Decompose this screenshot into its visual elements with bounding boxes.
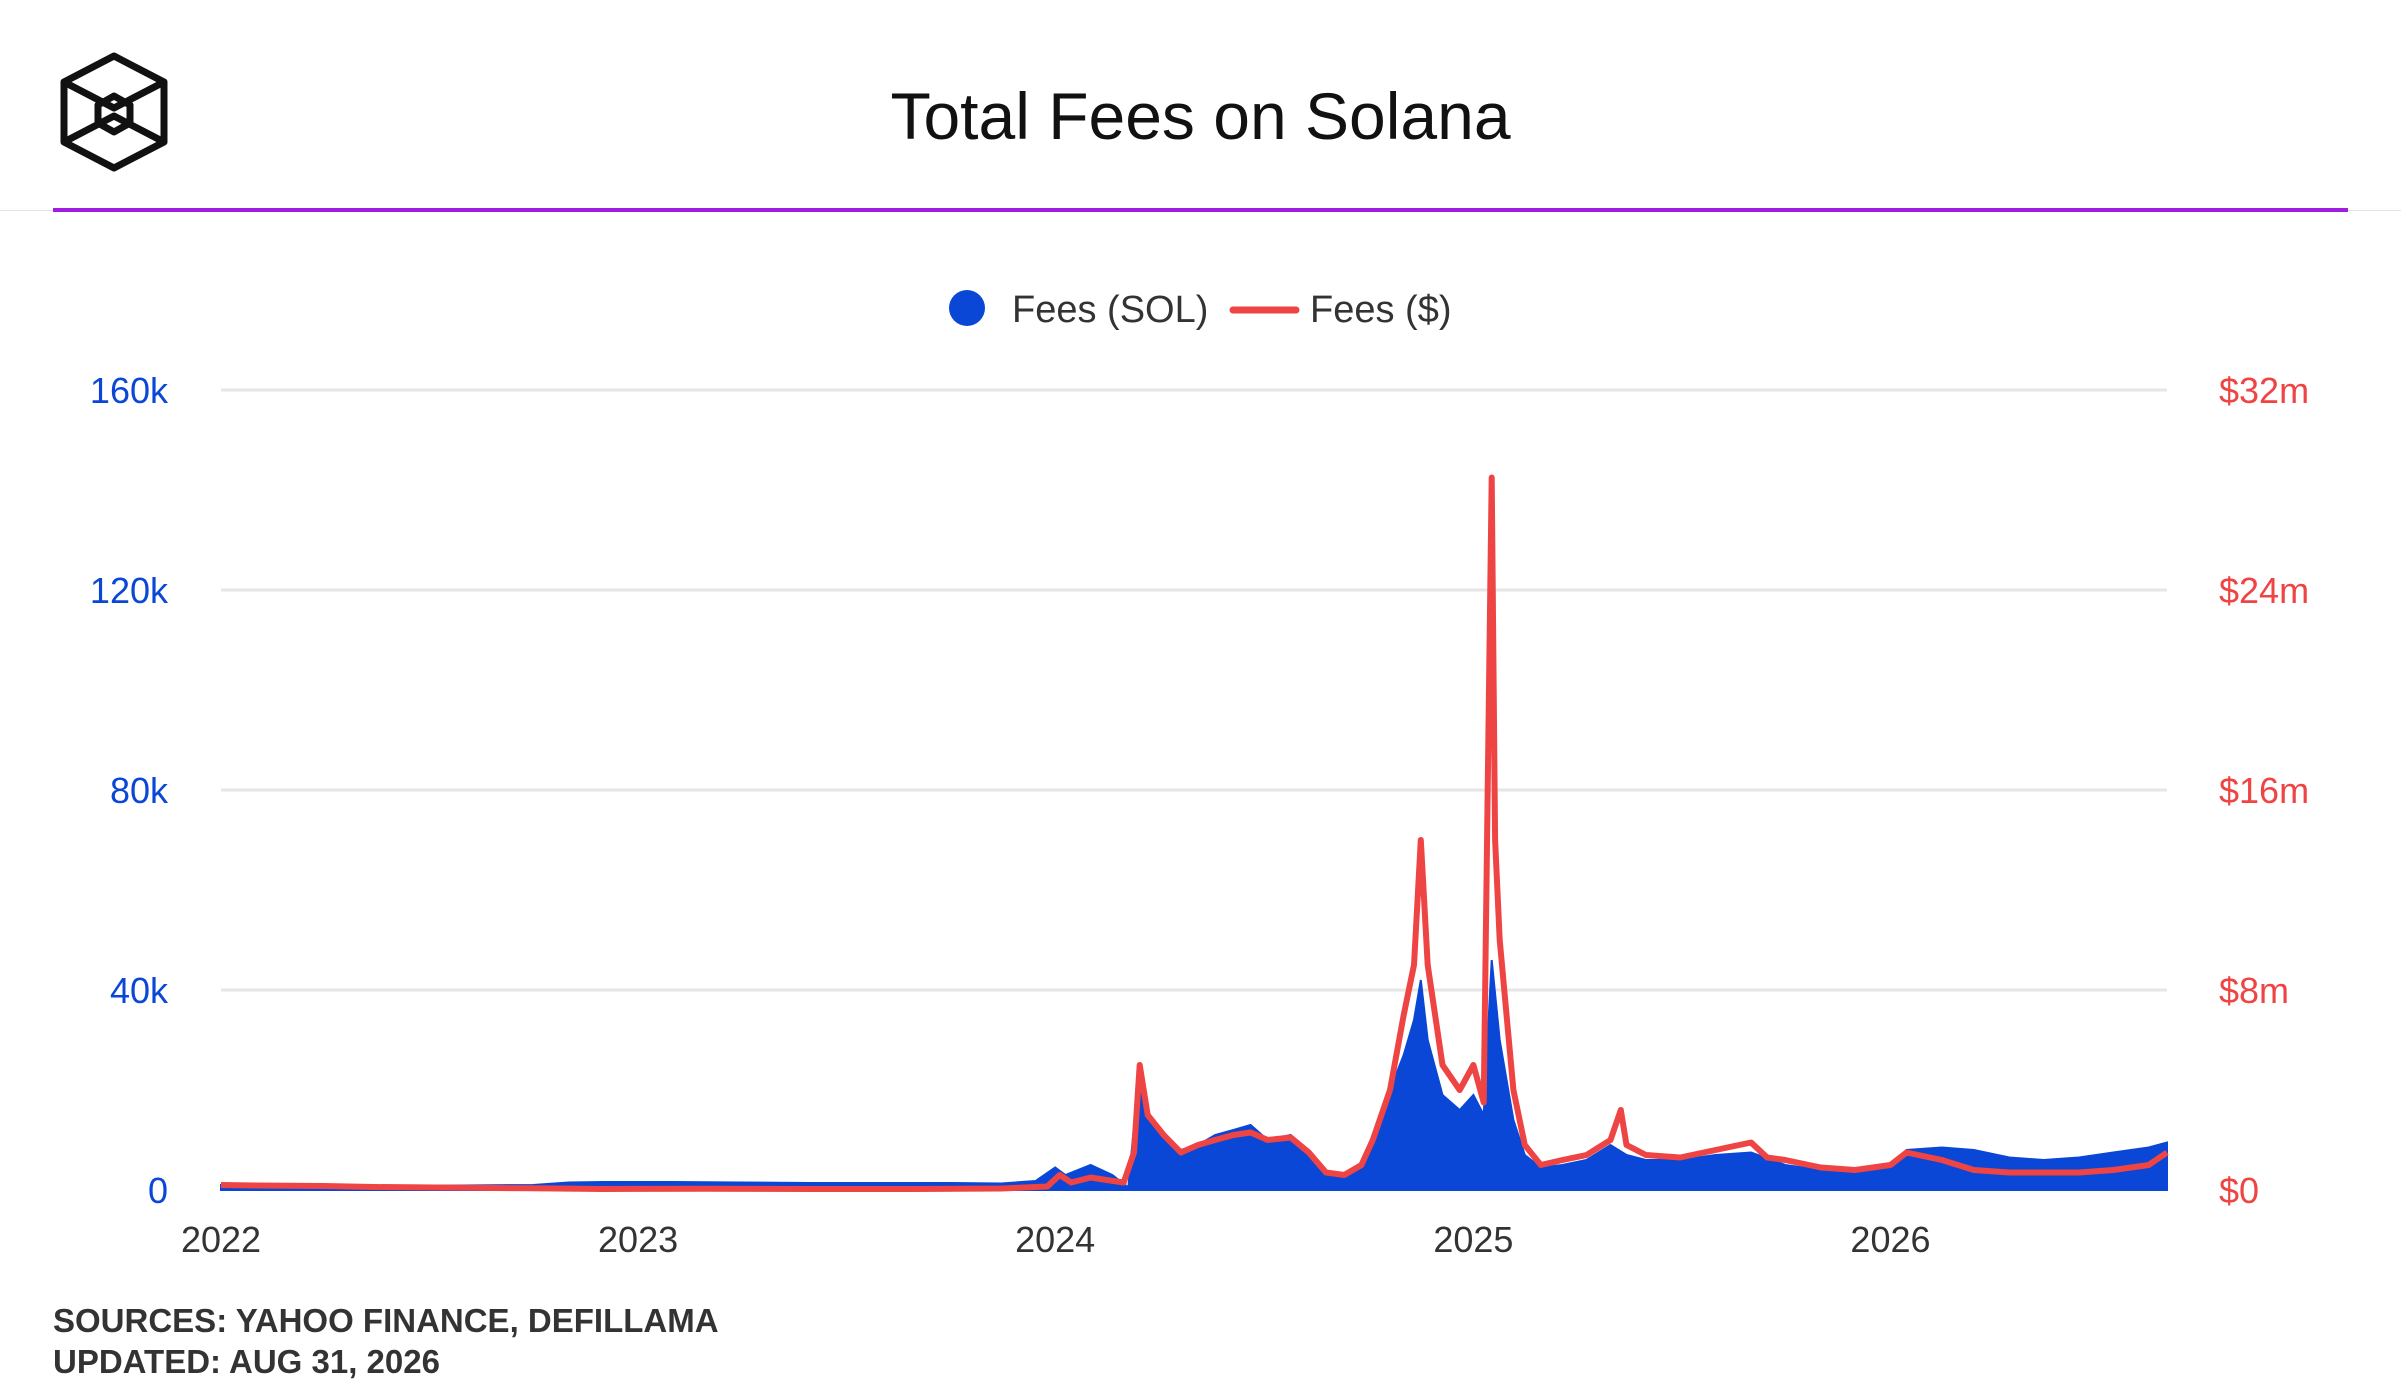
sources-note: SOURCES: YAHOO FINANCE, DEFILLAMA [53, 1302, 719, 1339]
x-tick-label: 2023 [598, 1219, 678, 1260]
series-fees-sol-area [220, 959, 2168, 1191]
x-tick-label: 2026 [1850, 1219, 1930, 1260]
x-tick-label: 2022 [181, 1219, 261, 1260]
y-right-tick-label: $16m [2219, 770, 2309, 811]
x-tick-label: 2024 [1015, 1219, 1095, 1260]
y-right-tick-label: $24m [2219, 570, 2309, 611]
y-right-tick-label: $0 [2219, 1170, 2259, 1211]
page-title: Total Fees on Solana [890, 79, 1511, 153]
y-right-tick-label: $32m [2219, 370, 2309, 411]
series-fees-usd-line [220, 474, 2169, 1192]
y-left-tick-label: 0 [148, 1170, 168, 1211]
legend-label-fees-sol: Fees (SOL) [1012, 289, 1208, 331]
updated-note: UPDATED: AUG 31, 2026 [53, 1343, 440, 1380]
y-left-tick-label: 40k [110, 970, 169, 1011]
isometric-cube-logo-icon [60, 52, 168, 172]
y-left-tick-label: 120k [90, 570, 169, 611]
legend-label-fees-usd: Fees ($) [1310, 289, 1451, 331]
y-left-tick-label: 160k [90, 370, 169, 411]
x-tick-label: 2025 [1433, 1219, 1513, 1260]
footer-notes: SOURCES: YAHOO FINANCE, DEFILLAMA UPDATE… [53, 1300, 719, 1382]
y-right-tick-label: $8m [2219, 970, 2289, 1011]
y-left-tick-label: 80k [110, 770, 169, 811]
legend-marker-fees-sol [949, 290, 985, 326]
